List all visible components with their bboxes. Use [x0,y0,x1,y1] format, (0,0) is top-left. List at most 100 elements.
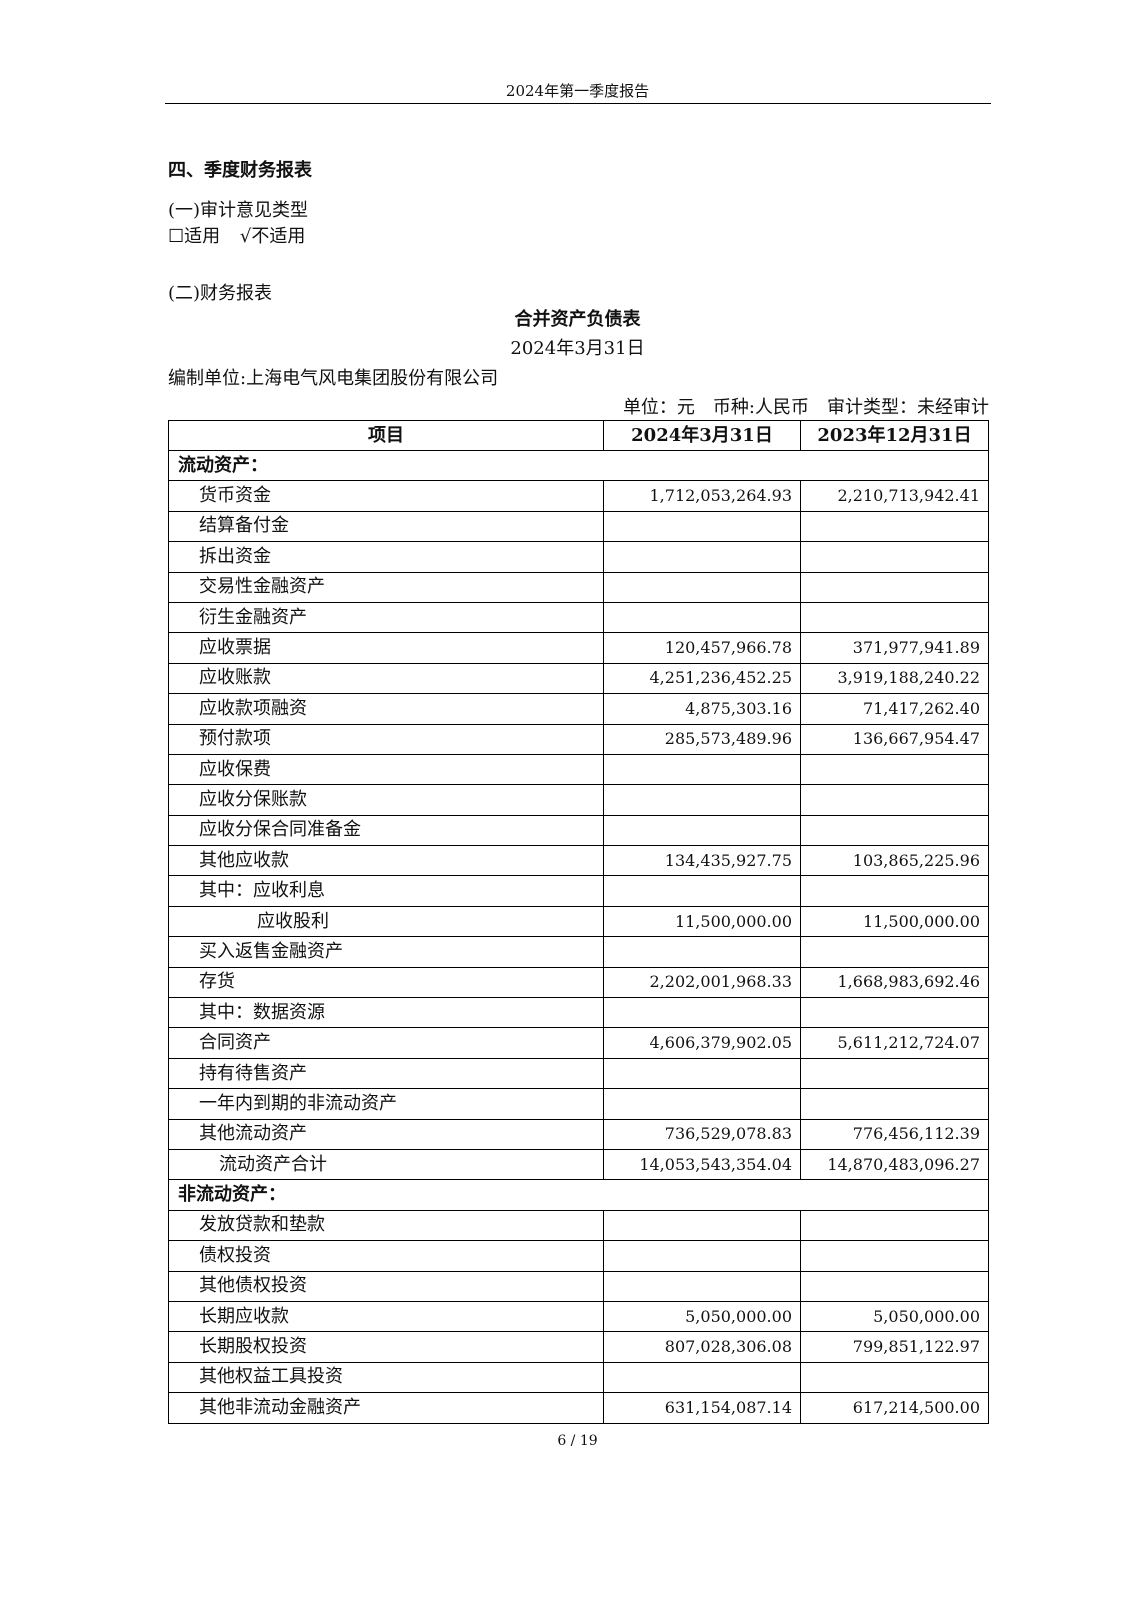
value-prior: 11,500,000.00 [800,905,989,938]
table-row: 应收票据 120,457,966.78 371,977,941.89 [168,632,989,664]
row-label: 应收账款 [168,662,604,695]
row-label: 应收分保合同准备金 [168,814,604,847]
value-prior: 776,456,112.39 [800,1118,989,1150]
value-current: 14,053,543,354.04 [603,1148,801,1181]
row-label: 预付款项 [168,723,604,755]
value-current: 4,251,236,452.25 [603,662,801,695]
row-label: 债权投资 [168,1240,604,1272]
row-label: 其他债权投资 [168,1270,604,1302]
row-label: 衍生金融资产 [168,601,604,634]
value-prior [800,601,989,634]
row-label: 买入返售金融资产 [168,936,604,968]
table-row: 应收分保合同准备金 [168,814,989,847]
value-prior [800,571,989,603]
value-prior [800,936,989,968]
value-prior [800,875,989,907]
table-row: 应收股利 11,500,000.00 11,500,000.00 [168,905,989,938]
row-label: 其他权益工具投资 [168,1361,604,1394]
value-prior: 103,865,225.96 [800,845,989,877]
value-current: 736,529,078.83 [603,1118,801,1150]
value-prior [800,997,989,1029]
row-label: 长期应收款 [168,1300,604,1333]
value-current [603,601,801,634]
table-row: 结算备付金 [168,510,989,543]
table-row: 应收分保账款 [168,784,989,816]
applicable-label: 适用 [184,226,221,247]
value-current [603,936,801,968]
row-label: 应收保费 [168,753,604,786]
header-rule [165,103,991,104]
value-current: 5,050,000.00 [603,1300,801,1333]
value-current [603,1361,801,1394]
table-row: 存货 2,202,001,968.33 1,668,983,692.46 [168,966,989,999]
row-label: 应收分保账款 [168,784,604,816]
column-header-prior: 2023年12月31日 [800,420,989,451]
table-row: 应收保费 [168,753,989,786]
row-label: 拆出资金 [168,541,604,573]
table-row: 预付款项 285,573,489.96 136,667,954.47 [168,723,989,755]
value-current [603,1209,801,1242]
value-prior: 371,977,941.89 [800,632,989,664]
company-line: 编制单位:上海电气风电集团股份有限公司 [168,368,499,389]
value-current: 631,154,087.14 [603,1392,801,1424]
value-current [603,875,801,907]
table-row: 发放贷款和垫款 [168,1209,989,1242]
not-applicable-label: 不适用 [251,226,306,247]
value-current: 11,500,000.00 [603,905,801,938]
value-prior: 617,214,500.00 [800,1392,989,1424]
value-current [603,571,801,603]
value-current [603,1270,801,1302]
row-label: 其他流动资产 [168,1118,604,1150]
table-row: 其中：应收利息 [168,875,989,907]
value-current: 1,712,053,264.93 [603,480,801,512]
page-number: 6 / 19 [557,1433,598,1449]
table-row: 长期应收款 5,050,000.00 5,050,000.00 [168,1300,989,1333]
value-prior [800,1240,989,1272]
section-label: 流动资产： [168,449,989,482]
value-prior: 3,919,188,240.22 [800,662,989,695]
page-header: 2024年第一季度报告 [505,82,650,100]
value-prior [800,784,989,816]
column-header-current: 2024年3月31日 [603,420,801,451]
value-current: 4,875,303.16 [603,693,801,725]
value-current [603,997,801,1029]
table-row: 其他流动资产 736,529,078.83 776,456,112.39 [168,1118,989,1150]
table-row: 其中：数据资源 [168,997,989,1029]
row-label: 结算备付金 [168,510,604,543]
table-row: 衍生金融资产 [168,601,989,634]
value-prior: 1,668,983,692.46 [800,966,989,999]
table-row: 货币资金 1,712,053,264.93 2,210,713,942.41 [168,480,989,512]
value-current [603,541,801,573]
row-label: 存货 [168,966,604,999]
audit-opinion-title: (一)审计意见类型 [168,200,309,221]
row-label: 合同资产 [168,1027,604,1059]
value-prior [800,510,989,543]
table-row: 流动资产合计 14,053,543,354.04 14,870,483,096.27 [168,1148,989,1181]
value-prior [800,1088,989,1120]
row-label: 应收款项融资 [168,693,604,725]
table-row: 其他权益工具投资 [168,1361,989,1394]
value-current [603,1240,801,1272]
statements-title: (二)财务报表 [168,283,273,304]
value-prior: 14,870,483,096.27 [800,1148,989,1181]
value-prior: 5,611,212,724.07 [800,1027,989,1059]
row-label: 货币资金 [168,480,604,512]
table-row: 持有待售资产 [168,1057,989,1090]
table-row: 债权投资 [168,1240,989,1272]
table-row: 买入返售金融资产 [168,936,989,968]
value-current [603,753,801,786]
table-row: 交易性金融资产 [168,571,989,603]
value-current: 120,457,966.78 [603,632,801,664]
table-row: 一年内到期的非流动资产 [168,1088,989,1120]
value-prior [800,1361,989,1394]
value-prior: 2,210,713,942.41 [800,480,989,512]
value-prior: 136,667,954.47 [800,723,989,755]
value-prior [800,541,989,573]
row-label: 持有待售资产 [168,1057,604,1090]
value-current [603,510,801,543]
value-current [603,814,801,847]
unit-line: 单位：元 币种:人民币 审计类型：未经审计 [622,397,989,418]
section-label: 非流动资产： [168,1179,989,1211]
row-label: 发放贷款和垫款 [168,1209,604,1242]
value-current [603,1057,801,1090]
